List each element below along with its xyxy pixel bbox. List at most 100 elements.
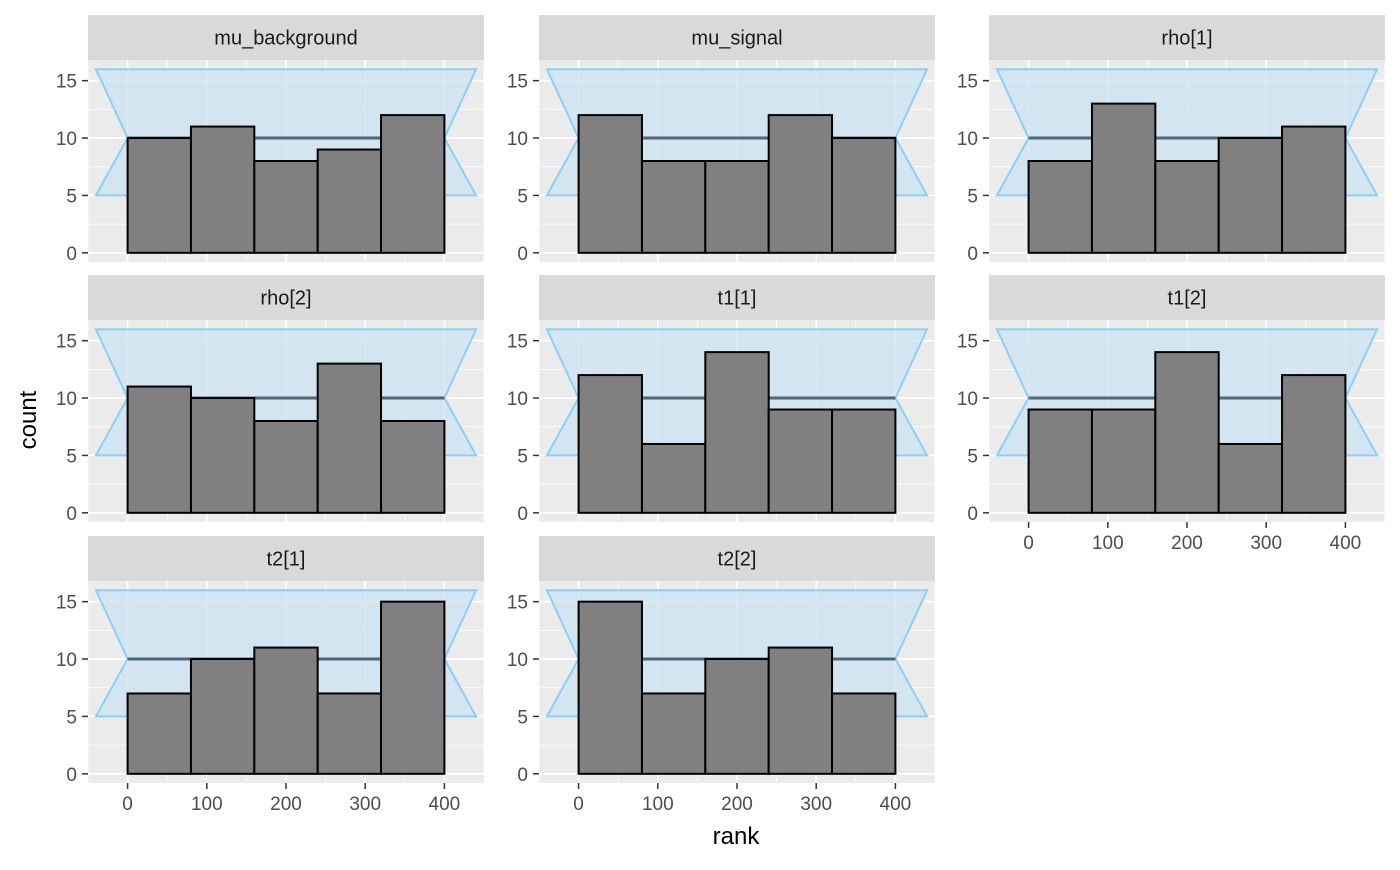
- y-tick-label: 15: [56, 593, 77, 614]
- facet-panel-2: mu_signal 0 5 10 15: [507, 15, 936, 265]
- facet-strip-label: rho[1]: [1161, 28, 1212, 50]
- histogram-bar: [577, 600, 643, 775]
- histogram-bar: [1027, 408, 1093, 514]
- histogram-bar: [1154, 351, 1220, 514]
- facet-strip-label: rho[2]: [260, 288, 311, 310]
- histogram-bar: [1090, 102, 1157, 254]
- facet-panel-4: rho[2] 0 5 10 15: [56, 275, 485, 525]
- y-tick-label: 0: [517, 504, 528, 525]
- x-tick-label: 100: [1092, 533, 1124, 554]
- facet-strip: [88, 536, 484, 581]
- histogram-bar: [189, 397, 256, 514]
- facet-strip-label: t2[2]: [718, 549, 757, 571]
- facet-strip: [989, 15, 1385, 60]
- y-tick-label: 10: [957, 129, 978, 150]
- histogram-bar: [380, 420, 446, 514]
- histogram-bar: [126, 137, 192, 254]
- y-axis-title: count: [15, 390, 42, 449]
- y-tick-label: 5: [517, 446, 528, 467]
- x-tick-label: 400: [429, 794, 461, 815]
- y-tick-label: 15: [507, 332, 528, 353]
- x-tick-label: 200: [1171, 533, 1203, 554]
- histogram-bar: [640, 160, 707, 254]
- y-tick-label: 10: [56, 129, 77, 150]
- histogram-bar: [1154, 160, 1220, 254]
- histogram-bar: [577, 374, 643, 514]
- histogram-bar: [767, 114, 834, 254]
- histogram-bar: [831, 408, 897, 514]
- histogram-bar: [1281, 125, 1347, 254]
- histogram-bar: [189, 125, 256, 254]
- histogram-bar: [704, 658, 770, 775]
- facet-strip: [539, 275, 935, 320]
- y-tick-label: 5: [517, 707, 528, 728]
- x-tick-label: 0: [122, 794, 133, 815]
- y-tick-label: 0: [66, 504, 77, 525]
- x-tick-label: 400: [880, 794, 912, 815]
- y-tick-label: 15: [507, 593, 528, 614]
- x-tick-label: 0: [573, 794, 584, 815]
- histogram-bar: [316, 362, 383, 514]
- x-axis-title: rank: [713, 823, 761, 850]
- histogram-bar: [1217, 137, 1284, 254]
- x-tick-label: 100: [642, 794, 674, 815]
- histogram-bar: [640, 692, 707, 775]
- facet-strip: [539, 536, 935, 581]
- facet-strip: [989, 275, 1385, 320]
- y-tick-label: 0: [66, 244, 77, 265]
- histogram-bar: [126, 385, 192, 514]
- y-tick-label: 5: [66, 446, 77, 467]
- y-tick-label: 10: [507, 389, 528, 410]
- histogram-bar: [380, 114, 446, 254]
- y-tick-label: 15: [56, 72, 77, 93]
- histogram-bar: [316, 148, 383, 254]
- y-tick-label: 5: [967, 446, 978, 467]
- histogram-bar: [253, 420, 319, 514]
- y-tick-label: 10: [507, 650, 528, 671]
- histogram-bar: [704, 160, 770, 254]
- histogram-bar: [831, 692, 897, 775]
- facet-strip-label: t1[1]: [718, 288, 757, 310]
- y-tick-label: 15: [56, 332, 77, 353]
- histogram-bar: [126, 692, 192, 775]
- x-tick-label: 400: [1330, 533, 1362, 554]
- histogram-bar: [316, 692, 383, 775]
- histogram-bar: [767, 646, 834, 775]
- facet-strip-label: t1[2]: [1168, 288, 1207, 310]
- x-tick-label: 200: [270, 794, 302, 815]
- y-tick-label: 10: [957, 389, 978, 410]
- y-tick-label: 5: [66, 707, 77, 728]
- histogram-bar: [253, 160, 319, 254]
- histogram-bar: [1090, 408, 1157, 514]
- facet-panel-5: t1[1] 0 5 10 15: [507, 275, 936, 525]
- facet-strip-label: mu_background: [214, 28, 357, 50]
- histogram-bar: [640, 442, 707, 514]
- histogram-bar: [1281, 374, 1347, 514]
- y-tick-label: 0: [967, 504, 978, 525]
- y-tick-label: 5: [517, 186, 528, 207]
- facet-panel-7: t2[1] 0 5 10 15 0 100 200 300 400: [56, 536, 485, 815]
- histogram-bar: [253, 646, 319, 775]
- y-tick-label: 5: [66, 186, 77, 207]
- x-tick-label: 100: [191, 794, 223, 815]
- histogram-bar: [1027, 160, 1093, 254]
- histogram-bar: [189, 658, 256, 775]
- y-tick-label: 10: [56, 389, 77, 410]
- y-tick-label: 10: [56, 650, 77, 671]
- facet-panel-3: rho[1] 0 5 10 15: [957, 15, 1386, 265]
- facet-strip-label: t2[1]: [267, 549, 306, 571]
- histogram-bar: [577, 114, 643, 254]
- y-tick-label: 15: [957, 72, 978, 93]
- histogram-bar: [1217, 442, 1284, 514]
- facet-panel-1: mu_background 0 5 10 15: [56, 15, 485, 265]
- y-tick-label: 0: [967, 244, 978, 265]
- y-tick-label: 0: [517, 244, 528, 265]
- y-tick-label: 15: [957, 332, 978, 353]
- y-tick-label: 15: [507, 72, 528, 93]
- y-tick-label: 0: [517, 765, 528, 786]
- x-tick-label: 300: [1250, 533, 1282, 554]
- histogram-bar: [380, 600, 446, 775]
- histogram-bar: [704, 351, 770, 514]
